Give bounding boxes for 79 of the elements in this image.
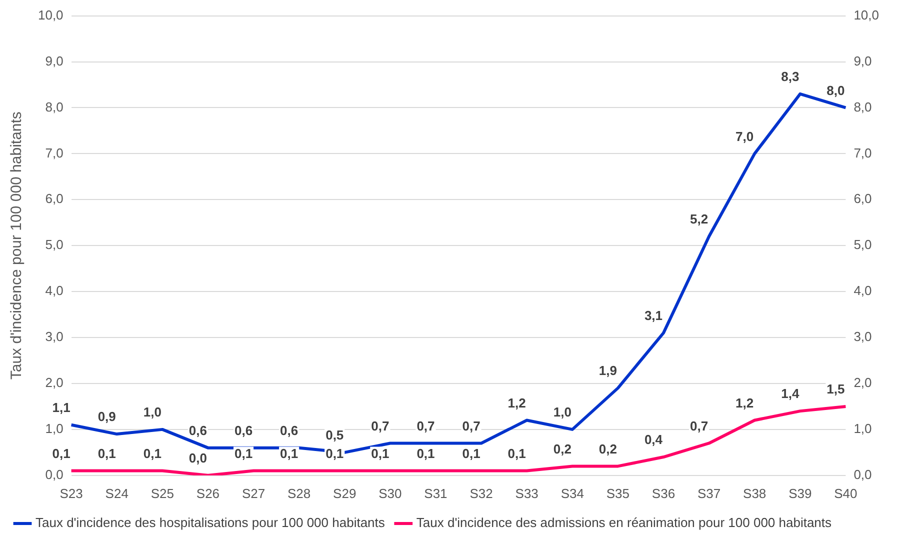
data-label: 1,2 — [508, 395, 526, 410]
data-label: 1,0 — [143, 404, 162, 420]
y-tick-label: 3,0 — [45, 329, 64, 344]
y2-tick-label: 6,0 — [854, 191, 872, 206]
data-label: 0,7 — [462, 418, 480, 434]
x-tick-label: S33 — [515, 486, 538, 501]
x-tick-label: S24 — [105, 486, 128, 501]
y2-tick-label: 9,0 — [854, 53, 872, 68]
y2-tick-label: 2,0 — [854, 375, 872, 390]
data-label: 0,6 — [280, 422, 298, 438]
data-label: 0,9 — [98, 409, 116, 424]
y2-tick-label: 8,0 — [854, 99, 872, 114]
data-label: 1,1 — [52, 400, 70, 415]
y2-tick-label: 10,0 — [854, 7, 880, 22]
y2-tick-label: 4,0 — [854, 283, 872, 298]
legend-label: Taux d'incidence des admissions en réanimation pour 100 000 habitants — [416, 515, 832, 530]
data-label: 0,6 — [234, 422, 253, 438]
data-label: 0,1 — [52, 446, 70, 461]
x-tick-label: S26 — [196, 486, 220, 501]
data-label: 0,5 — [326, 428, 344, 442]
data-label: 0,0 — [188, 450, 207, 466]
data-label: 1,4 — [781, 386, 800, 402]
x-tick-label: S32 — [470, 486, 493, 501]
x-tick-label: S23 — [60, 486, 83, 501]
x-tick-label: S34 — [560, 486, 584, 501]
legend-label: Taux d'incidence des hospitalisations pour 100 000 habitants — [36, 515, 386, 530]
y-tick-label: 0,0 — [45, 466, 64, 482]
data-label: 1,0 — [553, 404, 572, 420]
x-tick-label: S38 — [743, 486, 766, 501]
y-tick-label: 2,0 — [45, 375, 64, 390]
y2-tick-label: 3,0 — [854, 329, 872, 344]
data-label: 0,1 — [462, 446, 480, 461]
x-tick-label: S31 — [424, 486, 448, 501]
data-label: 0,1 — [371, 446, 390, 461]
data-label: 0,1 — [326, 446, 344, 461]
y-tick-label: 9,0 — [45, 53, 64, 68]
y-tick-label: 4,0 — [45, 283, 64, 298]
y-tick-label: 8,0 — [45, 99, 64, 114]
data-label: 0,1 — [234, 446, 253, 461]
x-tick-label: S28 — [287, 486, 311, 501]
y2-tick-label: 0,0 — [854, 466, 872, 482]
data-label: 0,6 — [188, 422, 207, 438]
data-label: 0,2 — [553, 441, 572, 456]
x-tick-label: S35 — [606, 486, 630, 501]
y-tick-label: 7,0 — [45, 145, 64, 160]
y-tick-label: 6,0 — [45, 191, 64, 206]
data-label: 7,0 — [736, 128, 754, 144]
y-tick-label: 5,0 — [45, 237, 64, 252]
data-label: 1,9 — [598, 363, 617, 378]
x-tick-label: S30 — [378, 486, 402, 501]
data-label: 1,2 — [736, 395, 754, 410]
data-label: 0,7 — [690, 418, 708, 434]
data-label: 1,5 — [826, 382, 845, 397]
data-label: 0,1 — [416, 446, 435, 461]
x-tick-label: S36 — [652, 486, 676, 501]
x-tick-label: S37 — [697, 486, 721, 501]
data-label: 8,3 — [781, 69, 800, 84]
data-label: 0,7 — [416, 418, 435, 434]
data-label: 0,4 — [644, 432, 664, 448]
data-label: 0,2 — [598, 441, 617, 456]
x-tick-label: S39 — [788, 486, 812, 501]
data-label: 8,0 — [826, 82, 845, 98]
data-label: 0,1 — [508, 446, 526, 461]
data-label: 0,1 — [280, 446, 298, 461]
data-label: 0,1 — [98, 446, 116, 461]
data-label: 0,7 — [371, 418, 390, 434]
y-tick-label: 10,0 — [38, 7, 64, 22]
x-tick-label: S40 — [834, 486, 858, 501]
data-label: 5,2 — [690, 211, 708, 226]
y2-tick-label: 7,0 — [854, 145, 872, 160]
x-tick-label: S29 — [333, 486, 356, 501]
x-tick-label: S25 — [150, 486, 174, 501]
y-tick-label: 1,0 — [45, 421, 64, 436]
y2-tick-label: 5,0 — [854, 237, 872, 252]
data-label: 3,1 — [644, 308, 663, 323]
y-axis-title: Taux d'incidence pour 100 000 habitants — [8, 112, 26, 380]
data-label: 0,1 — [143, 446, 162, 461]
x-tick-label: S27 — [242, 486, 266, 501]
y2-tick-label: 1,0 — [854, 421, 872, 436]
